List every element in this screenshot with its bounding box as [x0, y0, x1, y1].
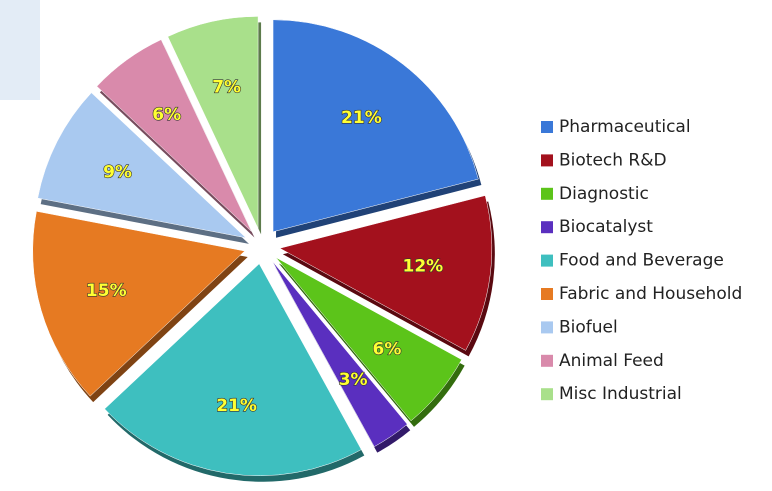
- legend-swatch: [541, 254, 553, 267]
- corner-panel: [0, 0, 40, 100]
- data-label: 21%: [341, 108, 382, 128]
- slice: [32, 211, 246, 397]
- slice: [96, 39, 252, 232]
- slice: [279, 195, 493, 351]
- legend-swatch: [541, 354, 553, 367]
- data-label: 21%: [216, 396, 257, 416]
- pie: 21%12%6%3%21%15%9%6%7%: [32, 16, 495, 482]
- data-label: 3%: [339, 370, 368, 390]
- legend-swatch: [541, 388, 553, 401]
- legend-label: Food and Beverage: [559, 251, 724, 271]
- slice: [272, 19, 479, 233]
- legend-label: Fabric and Household: [559, 284, 742, 304]
- legend-swatch: [541, 121, 553, 133]
- slice: [167, 16, 259, 229]
- slice: [275, 257, 462, 422]
- data-label: 7%: [212, 78, 241, 98]
- data-label: 12%: [403, 256, 444, 276]
- data-label: 6%: [373, 339, 402, 359]
- legend-label: Biofuel: [559, 317, 618, 337]
- legend-label: Diagnostic: [559, 184, 649, 204]
- legend-swatch: [541, 154, 553, 167]
- legend-label: Pharmaceutical: [559, 117, 691, 137]
- legend-label: Biocatalyst: [559, 217, 653, 237]
- slice: [271, 260, 408, 448]
- data-label: 15%: [86, 281, 127, 301]
- slice: [37, 92, 247, 239]
- data-label: 9%: [103, 162, 132, 182]
- legend-swatch: [541, 187, 553, 200]
- legend-swatch: [541, 288, 553, 300]
- legend-swatch: [541, 321, 553, 334]
- legend: Pharmaceutical Biotech R&D Diagnostic Bioca…: [541, 117, 742, 404]
- legend-label: Misc Industrial: [559, 384, 682, 404]
- legend-label: Biotech R&D: [559, 150, 667, 170]
- legend-label: Animal Feed: [559, 351, 664, 371]
- slice: [104, 263, 362, 477]
- legend-swatch: [541, 221, 553, 234]
- data-label: 6%: [152, 105, 181, 125]
